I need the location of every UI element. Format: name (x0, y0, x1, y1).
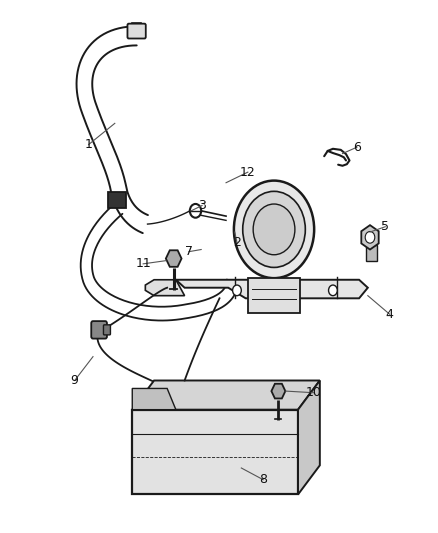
Circle shape (328, 285, 336, 296)
Text: 11: 11 (135, 257, 151, 270)
Text: 1: 1 (85, 138, 92, 151)
Polygon shape (271, 384, 285, 399)
Text: 8: 8 (258, 473, 266, 486)
Circle shape (242, 191, 305, 268)
Text: 10: 10 (305, 386, 321, 399)
Text: 7: 7 (184, 245, 193, 258)
FancyBboxPatch shape (103, 325, 110, 335)
Text: 12: 12 (240, 166, 255, 179)
Polygon shape (360, 225, 378, 249)
Polygon shape (297, 381, 319, 495)
FancyBboxPatch shape (91, 321, 107, 338)
Text: 4: 4 (385, 308, 393, 321)
Circle shape (253, 204, 294, 255)
Text: 9: 9 (71, 374, 78, 387)
Polygon shape (166, 251, 181, 267)
FancyBboxPatch shape (127, 23, 145, 38)
Polygon shape (145, 280, 184, 296)
Circle shape (233, 181, 314, 278)
Polygon shape (132, 381, 319, 410)
Polygon shape (176, 280, 367, 298)
Circle shape (232, 285, 241, 296)
Circle shape (189, 204, 201, 217)
Polygon shape (132, 410, 297, 495)
Bar (247, 278, 300, 313)
Text: 5: 5 (380, 220, 389, 233)
Text: 6: 6 (352, 141, 360, 154)
Polygon shape (132, 389, 176, 410)
Bar (365, 245, 376, 261)
Circle shape (364, 231, 374, 243)
Bar (108, 192, 125, 208)
Text: 3: 3 (198, 199, 205, 212)
Text: 2: 2 (233, 236, 240, 249)
